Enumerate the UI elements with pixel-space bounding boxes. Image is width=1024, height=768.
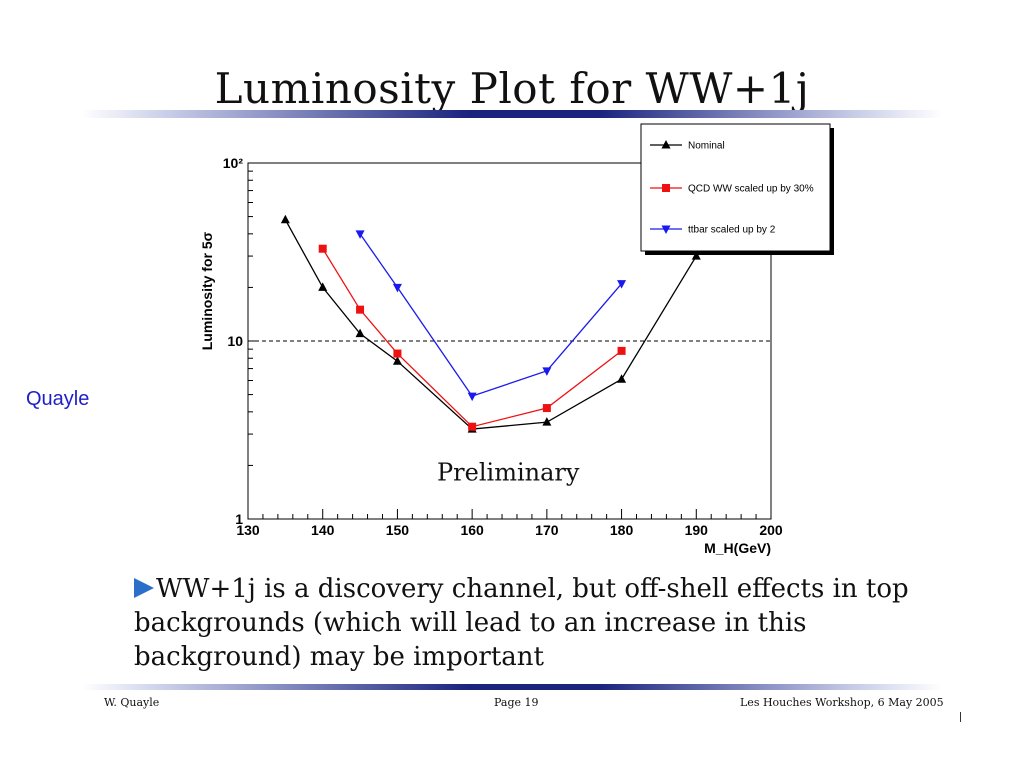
data-point-series-1 — [356, 305, 365, 314]
side-label: Quayle — [26, 388, 90, 410]
bullet-text: WW+1j is a discovery channel, but off-sh… — [134, 574, 909, 672]
data-point-series-0 — [392, 356, 402, 365]
legend-marker-2 — [661, 225, 671, 234]
footer-author: W. Quayle — [104, 696, 160, 709]
y-tick-label: 1 — [235, 511, 243, 527]
data-point-series-2 — [617, 280, 627, 289]
y-tick-label: 10² — [223, 155, 244, 171]
footer-page-number: Page 19 — [494, 696, 539, 709]
x-axis-label: M_H(GeV) — [704, 540, 771, 556]
slide-title: Luminosity Plot for WW+1j — [214, 64, 810, 113]
footer-rule — [82, 684, 942, 690]
legend-marker-0 — [661, 140, 671, 149]
data-point-series-1 — [617, 346, 626, 355]
x-tick-label: 190 — [685, 522, 709, 538]
x-tick-label: 180 — [610, 522, 634, 538]
data-point-series-0 — [355, 328, 365, 338]
data-point-series-0 — [318, 282, 328, 291]
title-underline — [82, 110, 942, 118]
x-tick-label: 160 — [460, 522, 484, 538]
y-axis-label: Luminosity for 5σ — [199, 231, 215, 350]
data-point-series-2 — [355, 230, 365, 239]
bullet-arrow-icon — [134, 578, 154, 598]
data-point-series-2 — [542, 367, 552, 376]
x-tick-label: 150 — [386, 522, 410, 538]
series-line-1 — [322, 248, 622, 428]
x-tick-label: 130 — [236, 522, 260, 538]
preliminary-annotation: Preliminary — [437, 458, 580, 486]
data-point-series-1 — [318, 244, 327, 253]
data-point-series-1 — [393, 349, 402, 358]
legend-label-0: Nominal — [688, 141, 725, 152]
data-point-series-2 — [467, 392, 477, 402]
y-tick-label: 10 — [227, 333, 243, 349]
legend-marker-1 — [662, 184, 670, 192]
data-point-series-0 — [691, 251, 701, 260]
x-tick-label: 170 — [535, 522, 559, 538]
x-tick-label: 200 — [759, 522, 783, 538]
luminosity-chart: 130 140 150 160 170 180 190 200 1 10 10² M_H(GeV) Lu… — [199, 123, 834, 556]
data-point-series-1 — [542, 404, 551, 413]
footer-event: Les Houches Workshop, 6 May 2005 — [740, 696, 944, 709]
bullet-point: WW+1j is a discovery channel, but off-sh… — [134, 572, 934, 674]
series-line-0 — [284, 219, 697, 430]
legend-label-1: QCD WW scaled up by 30% — [688, 184, 814, 195]
data-point-series-2 — [392, 283, 402, 293]
data-point-series-0 — [542, 417, 552, 426]
cursor-mark — [960, 712, 961, 722]
x-tick-label: 140 — [311, 522, 335, 538]
data-point-series-0 — [280, 214, 290, 224]
data-point-series-1 — [468, 422, 477, 431]
legend-label-2: ttbar scaled up by 2 — [688, 225, 776, 236]
data-point-series-0 — [617, 374, 627, 383]
